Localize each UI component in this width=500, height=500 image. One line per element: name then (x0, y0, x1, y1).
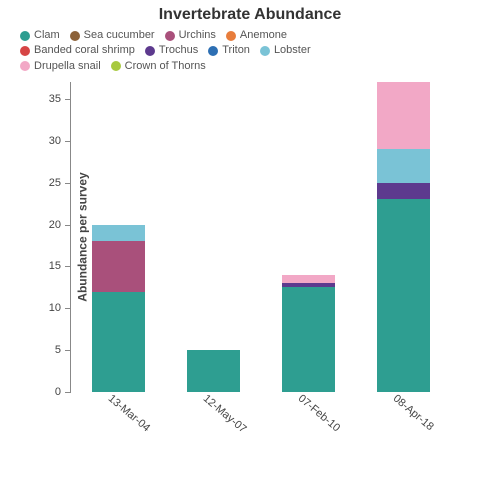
bar-segment (377, 183, 429, 200)
y-tick-label: 15 (49, 260, 61, 272)
legend-item: Drupella snail (20, 59, 101, 74)
y-tick (65, 183, 71, 184)
plot: 0510152025303513-Mar-0412-May-0707-Feb-1… (70, 82, 451, 392)
bar-segment (92, 225, 144, 242)
legend-label: Sea cucumber (84, 28, 155, 43)
y-tick (65, 141, 71, 142)
chart-title: Invertebrate Abundance (0, 6, 500, 24)
legend-swatch-icon (260, 46, 270, 56)
x-tick-label: 08-Apr-18 (390, 393, 435, 434)
legend-label: Anemone (240, 28, 287, 43)
y-tick-label: 25 (49, 177, 61, 189)
y-tick-label: 10 (49, 302, 61, 314)
y-tick-label: 0 (55, 386, 61, 398)
bar-segment (282, 275, 334, 283)
legend-swatch-icon (20, 31, 30, 41)
plot-area: Abundance per survey 0510152025303513-Ma… (70, 82, 500, 392)
legend-item: Lobster (260, 43, 311, 58)
bar-segment (187, 350, 239, 392)
legend-swatch-icon (111, 61, 121, 71)
legend-row: Clam Sea cucumber Urchins Anemone (20, 28, 500, 43)
legend-item: Triton (208, 43, 250, 58)
x-tick-label: 07-Feb-10 (295, 393, 342, 435)
y-tick-label: 30 (49, 135, 61, 147)
x-tick-label: 13-Mar-04 (105, 393, 152, 435)
legend-swatch-icon (165, 31, 175, 41)
y-tick-label: 20 (49, 219, 61, 231)
legend: ClamSea cucumberUrchinsAnemoneBanded cor… (20, 28, 500, 74)
legend-label: Crown of Thorns (125, 59, 206, 74)
y-tick (65, 99, 71, 100)
legend-swatch-icon (70, 31, 80, 41)
legend-item: Trochus (145, 43, 198, 58)
legend-label: Banded coral shrimp (34, 43, 135, 58)
legend-label: Clam (34, 28, 60, 43)
legend-swatch-icon (226, 31, 236, 41)
bar-segment (377, 199, 429, 392)
bar-segment (92, 292, 144, 393)
legend-item: Crown of Thorns (111, 59, 206, 74)
legend-item: Anemone (226, 28, 287, 43)
bar-segment (92, 241, 144, 291)
y-tick (65, 350, 71, 351)
bar-segment (377, 149, 429, 183)
legend-label: Triton (222, 43, 250, 58)
legend-label: Drupella snail (34, 59, 101, 74)
y-tick (65, 392, 71, 393)
bar-segment (282, 283, 334, 287)
legend-item: Banded coral shrimp (20, 43, 135, 58)
legend-label: Urchins (179, 28, 216, 43)
y-tick-label: 5 (55, 344, 61, 356)
y-tick (65, 266, 71, 267)
legend-row: Drupella snail Crown of Thorns (20, 59, 500, 74)
legend-swatch-icon (20, 61, 30, 71)
y-tick (65, 308, 71, 309)
legend-item: Clam (20, 28, 60, 43)
legend-swatch-icon (208, 46, 218, 56)
legend-label: Trochus (159, 43, 198, 58)
legend-row: Banded coral shrimp Trochus Triton Lobster (20, 43, 500, 58)
legend-item: Sea cucumber (70, 28, 155, 43)
x-tick-label: 12-May-07 (200, 393, 248, 436)
bar-segment (282, 287, 334, 392)
legend-label: Lobster (274, 43, 311, 58)
y-tick-label: 35 (49, 93, 61, 105)
legend-swatch-icon (145, 46, 155, 56)
legend-item: Urchins (165, 28, 216, 43)
y-tick (65, 225, 71, 226)
bar-segment (377, 82, 429, 149)
legend-swatch-icon (20, 46, 30, 56)
